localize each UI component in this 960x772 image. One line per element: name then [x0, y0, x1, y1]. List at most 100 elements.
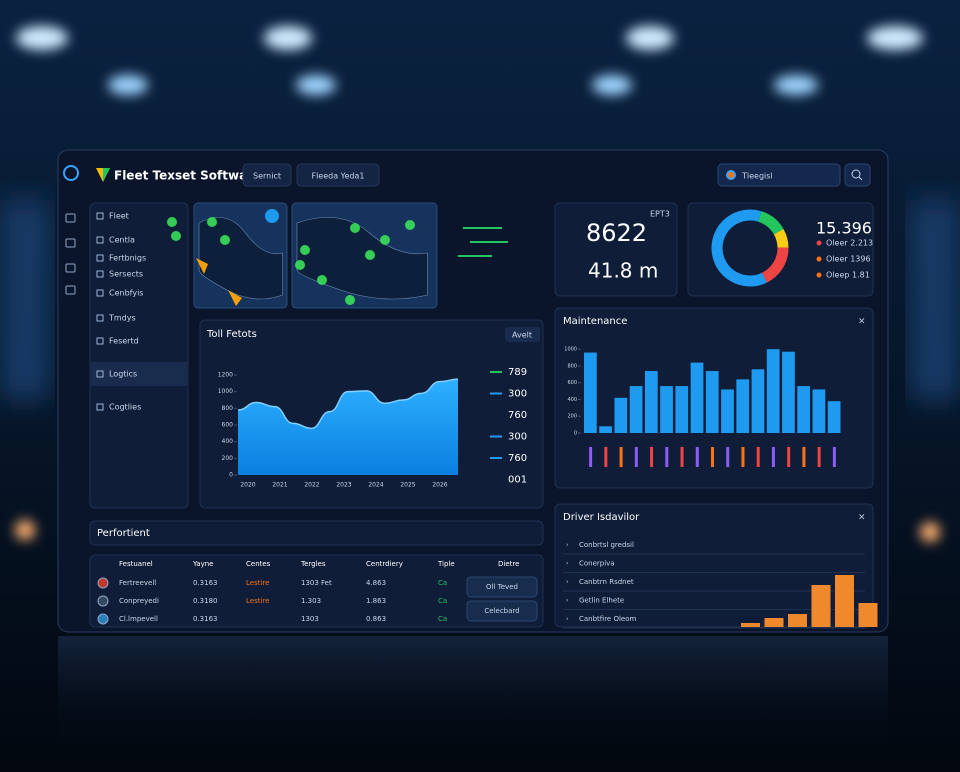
kpi-sub: 41.8 m [588, 259, 658, 283]
search-box[interactable] [717, 163, 841, 187]
search-button[interactable] [844, 163, 871, 187]
bar-marker [634, 447, 638, 467]
nav-item[interactable]: Fertbnigs [109, 254, 146, 263]
y-tick-label: 200 [222, 455, 234, 462]
bar-marker [741, 447, 745, 467]
nav-item[interactable]: Cenbfyis [109, 289, 143, 298]
app-title: Fleet Texset Software [114, 169, 261, 183]
table-cell: 1.863 [366, 597, 386, 605]
y-tick-label: 400 [567, 397, 577, 403]
y-tick-label: 600 [567, 380, 577, 386]
bar-marker [771, 447, 775, 467]
column-header: Dietre [498, 560, 519, 568]
map-marker [220, 235, 230, 245]
nav-item-icon [96, 254, 104, 262]
x-tick-label: 2024 [368, 482, 383, 489]
panel-button-label[interactable]: Avelt [512, 331, 532, 340]
map-marker [405, 220, 415, 230]
map-marker [380, 235, 390, 245]
panel-title: Perfortient [97, 528, 150, 539]
table-cell: 0.3163 [193, 615, 218, 623]
search-dot [726, 170, 736, 180]
close: × [858, 317, 866, 327]
nav-item[interactable]: Fleet [109, 212, 129, 221]
table-cell: 0.3163 [193, 579, 218, 587]
table-cell: Ca [438, 615, 447, 623]
action-label[interactable]: Celecbard [484, 607, 519, 615]
bar-marker [817, 447, 821, 467]
column-header: Festuanel [119, 560, 153, 568]
map-marker [365, 250, 375, 260]
y-tick-label: 0 [574, 431, 577, 437]
table-cell: Ca [438, 597, 447, 605]
x-tick-label: 2020 [240, 482, 255, 489]
panel-button[interactable] [505, 327, 540, 342]
list-bullet: › [566, 542, 568, 549]
map-marker [171, 231, 181, 241]
bar-marker [680, 447, 684, 467]
panel [89, 520, 544, 546]
table-cell: 1303 [301, 615, 319, 623]
action-button[interactable] [466, 576, 538, 598]
y-tick-label: 600 [222, 422, 234, 429]
map-region [196, 258, 242, 306]
panel-title: Toll Fetots [206, 329, 257, 340]
y-tick-label: 800 [567, 363, 577, 369]
x-tick-label: 2025 [400, 482, 415, 489]
map-marker [167, 217, 177, 227]
nav-icon[interactable] [65, 285, 76, 295]
bar [788, 614, 807, 627]
tab-label[interactable]: Sernict [253, 172, 281, 181]
legend-dot [816, 256, 822, 262]
nav-item[interactable]: Fesertd [109, 337, 139, 346]
nav-item[interactable]: Tmdys [108, 314, 136, 323]
bar [797, 386, 811, 433]
bar [764, 618, 784, 627]
bar [827, 401, 841, 433]
search-icon [851, 169, 861, 179]
bar [751, 369, 765, 433]
action-label[interactable]: Oll Teved [486, 583, 518, 591]
list-item: Conerpiva [579, 560, 615, 568]
nav-item[interactable]: Centla [109, 236, 135, 245]
y-tick-label: 1000 [218, 388, 233, 395]
row-avatar [97, 595, 109, 607]
panel [89, 554, 544, 628]
bar [584, 352, 597, 433]
map-marker [345, 295, 355, 305]
bar [599, 426, 612, 433]
search-text[interactable]: Tleegisl [741, 172, 773, 181]
kpi-code: EPT3 [650, 210, 670, 219]
action-button[interactable] [466, 600, 538, 622]
table-cell: 0.3180 [193, 597, 218, 605]
nav-item[interactable]: Sersects [109, 270, 143, 279]
column-header: Centes [246, 560, 271, 568]
table-cell: 1.303 [301, 597, 321, 605]
map-land [198, 217, 283, 300]
donut-segment [711, 209, 767, 287]
tab[interactable] [296, 163, 380, 187]
bar [705, 370, 719, 433]
list-item: Conbrtsl gredsil [579, 541, 634, 549]
bar-marker [619, 447, 623, 467]
bar [766, 349, 780, 433]
nav-icon[interactable] [65, 263, 76, 273]
bar [736, 379, 750, 433]
nav-item[interactable]: Logtics [109, 370, 137, 379]
x-tick-label: 2026 [432, 482, 447, 489]
legend-label: Oleep 1.81 [826, 271, 870, 280]
y-tick-label: 1000 [564, 347, 577, 353]
list-bullet: › [566, 560, 568, 567]
donut-segment [761, 247, 789, 283]
x-tick-label: 2021 [272, 482, 287, 489]
nav-item-icon [96, 314, 104, 322]
legend-dot [816, 240, 822, 246]
nav-icon[interactable] [65, 213, 76, 223]
column-header: Yayne [192, 560, 214, 568]
tab-label[interactable]: Fleeda Yeda1 [311, 172, 364, 181]
nav-icon[interactable] [65, 238, 76, 248]
nav-item[interactable]: Cogtlies [109, 403, 141, 412]
tab[interactable] [242, 163, 292, 187]
bar-marker [695, 447, 699, 467]
